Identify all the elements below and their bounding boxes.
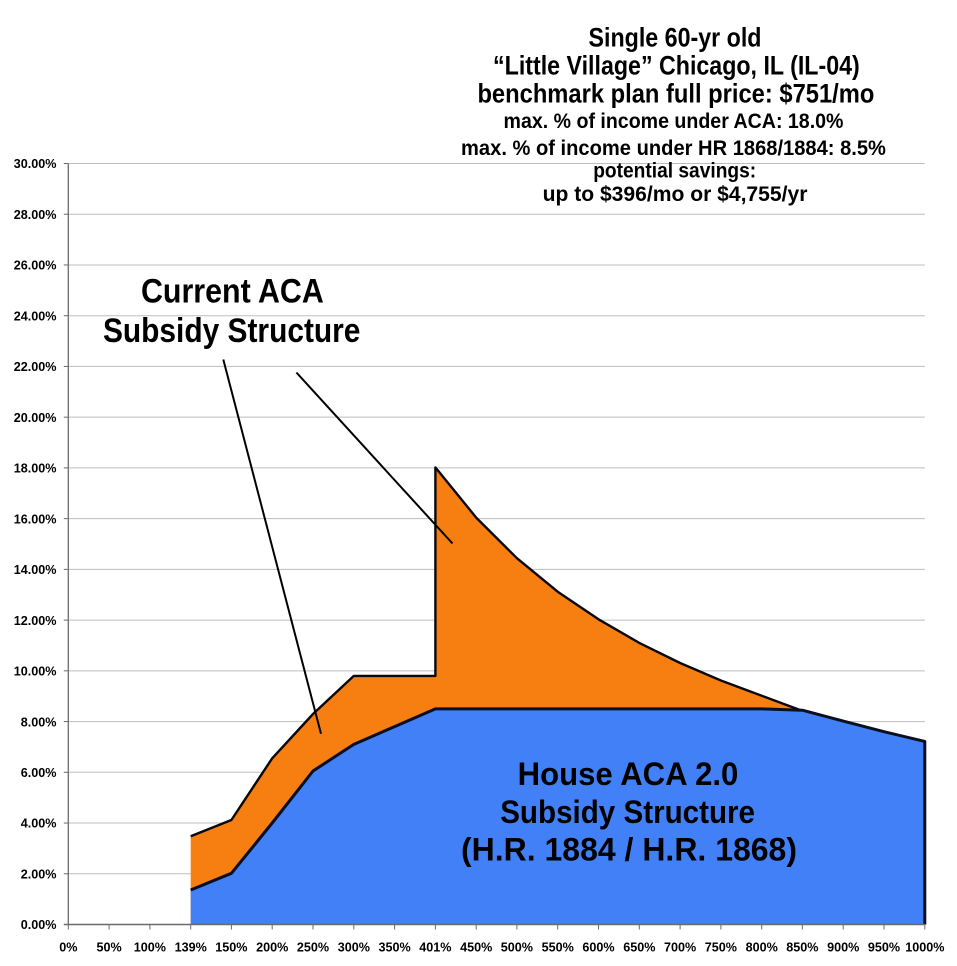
svg-text:max. % of income under HR 1868: max. % of income under HR 1868/1884: 8.5… <box>461 136 886 160</box>
svg-text:4.00%: 4.00% <box>21 817 57 831</box>
svg-text:14.00%: 14.00% <box>14 563 57 577</box>
svg-text:600%: 600% <box>582 941 614 955</box>
svg-text:10.00%: 10.00% <box>14 665 57 679</box>
svg-text:20.00%: 20.00% <box>14 411 57 425</box>
svg-text:139%: 139% <box>175 941 207 955</box>
svg-text:650%: 650% <box>623 941 655 955</box>
svg-text:250%: 250% <box>297 941 329 955</box>
svg-text:12.00%: 12.00% <box>14 614 57 628</box>
svg-text:benchmark plan full price: $75: benchmark plan full price: $751/mo <box>477 78 874 108</box>
svg-text:50%: 50% <box>96 941 121 955</box>
svg-text:2.00%: 2.00% <box>21 868 57 882</box>
svg-text:Current ACA: Current ACA <box>141 273 324 311</box>
svg-text:max. % of income under ACA: 18: max. % of income under ACA: 18.0% <box>504 109 844 133</box>
svg-text:6.00%: 6.00% <box>21 766 57 780</box>
svg-text:24.00%: 24.00% <box>14 309 57 323</box>
svg-text:500%: 500% <box>501 941 533 955</box>
svg-text:800%: 800% <box>746 941 778 955</box>
svg-text:200%: 200% <box>256 941 288 955</box>
svg-text:150%: 150% <box>215 941 247 955</box>
svg-text:450%: 450% <box>460 941 492 955</box>
svg-text:8.00%: 8.00% <box>21 715 57 729</box>
svg-text:(H.R. 1884 / H.R. 1868): (H.R. 1884 / H.R. 1868) <box>461 831 797 867</box>
svg-text:1000%: 1000% <box>905 941 944 955</box>
svg-text:750%: 750% <box>705 941 737 955</box>
svg-text:“Little Village” Chicago, IL (: “Little Village” Chicago, IL (IL-04) <box>493 51 860 81</box>
svg-text:up to $396/mo or $4,755/yr: up to $396/mo or $4,755/yr <box>543 182 808 206</box>
svg-text:900%: 900% <box>827 941 859 955</box>
svg-text:22.00%: 22.00% <box>14 360 57 374</box>
svg-text:300%: 300% <box>338 941 370 955</box>
svg-text:16.00%: 16.00% <box>14 512 57 526</box>
svg-text:100%: 100% <box>134 941 166 955</box>
svg-text:26.00%: 26.00% <box>14 259 57 273</box>
svg-text:550%: 550% <box>542 941 574 955</box>
svg-text:28.00%: 28.00% <box>14 208 57 222</box>
svg-text:Subsidy Structure: Subsidy Structure <box>500 794 755 830</box>
svg-text:Subsidy Structure: Subsidy Structure <box>103 312 361 350</box>
svg-text:House ACA 2.0: House ACA 2.0 <box>518 756 739 792</box>
svg-text:700%: 700% <box>664 941 696 955</box>
svg-text:850%: 850% <box>786 941 818 955</box>
svg-text:Single 60-yr old: Single 60-yr old <box>589 23 762 53</box>
svg-text:350%: 350% <box>378 941 410 955</box>
svg-text:potential savings:: potential savings: <box>593 159 756 183</box>
svg-text:401%: 401% <box>419 941 451 955</box>
svg-text:18.00%: 18.00% <box>14 462 57 476</box>
svg-text:0%: 0% <box>59 941 77 955</box>
svg-text:950%: 950% <box>868 941 900 955</box>
svg-text:0.00%: 0.00% <box>21 918 57 932</box>
svg-text:30.00%: 30.00% <box>14 157 57 171</box>
